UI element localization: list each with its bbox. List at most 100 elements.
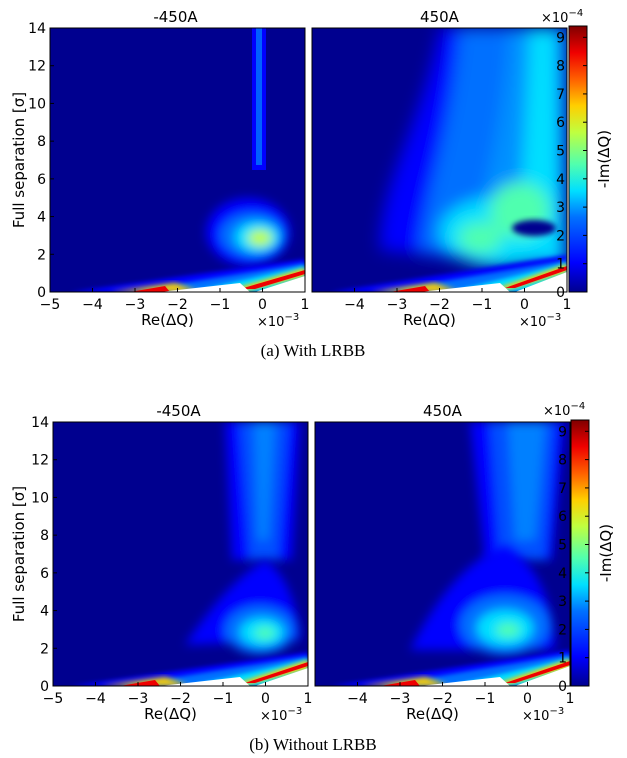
x-tick-label: −5 [43,691,64,707]
colorbar-tick-label: 3 [556,200,565,216]
x-tick-label: −1 [472,297,493,313]
tail-band [50,259,305,292]
y-axis-label: Full separation [σ] [10,92,28,228]
colorbar-tick-label: 9 [556,30,565,46]
x-tick-label: −4 [344,297,365,313]
colorbar [568,25,588,293]
x-exponent: ×10−3 [257,312,299,330]
colorbar-label: -Im(ΔQ) [597,524,615,582]
y-tick-label: 8 [37,134,46,150]
x-tick-label: −1 [213,691,234,707]
y-tick-label: 10 [28,96,46,112]
x-tick-label: 1 [301,297,310,313]
colorbar-tick-label: 6 [558,509,567,525]
x-exponent: ×10−3 [260,706,302,724]
x-tick-label: −3 [125,297,146,313]
x-exponent-power: −3 [549,706,564,717]
y-tick-label: 4 [37,210,46,226]
colorbar-tick-label: 3 [558,594,567,610]
plume [380,28,567,270]
x-exponent-base: ×10 [260,709,287,724]
x-axis-label: Re(ΔQ) [141,311,194,329]
x-tick-label: 1 [566,691,575,707]
colorbar-tick-label: 2 [556,228,565,244]
x-exponent-power: −3 [546,312,561,323]
x-tick-label: −2 [432,691,453,707]
colorbar-tick-label: 4 [558,566,567,582]
gap [512,220,556,236]
panel-title: -450A [153,8,198,26]
y-tick-label: 10 [31,490,49,506]
colorbar-tick-label: 8 [556,59,565,75]
x-tick-label: 0 [520,297,529,313]
y-tick-label: 2 [40,641,49,657]
x-tick-label: −3 [128,691,149,707]
colorbar-tick-label: 9 [558,424,567,440]
y-tick-label: 14 [28,21,46,37]
x-exponent: ×10−3 [519,312,561,330]
colorbar-tick-label: 1 [558,651,567,667]
colorbar-tick-label: 5 [556,144,565,160]
x-tick-label: −2 [167,297,188,313]
colorbar-exponent: ×10−4 [543,401,585,419]
colorbar-tick-label: 6 [556,115,565,131]
panel-a-left [50,28,305,292]
colorbar-tick-label: 0 [556,285,565,301]
column [225,422,300,560]
core-blob [206,198,290,266]
y-axis-label: Full separation [σ] [10,486,28,622]
colorbar-tick-label: 7 [556,87,565,103]
x-tick-label: 0 [523,691,532,707]
colorbar-exponent: ×10−4 [541,8,583,26]
x-tick-label: −3 [390,691,411,707]
figure-caption: (b) Without LRBB [249,735,376,754]
figure-caption: (a) With LRBB [261,341,366,360]
y-tick-label: 2 [37,247,46,263]
x-axis-label: Re(ΔQ) [403,311,456,329]
colorbar-tick-label: 7 [558,481,567,497]
x-tick-label: 1 [304,691,313,707]
x-exponent: ×10−3 [522,706,564,724]
x-tick-label: −3 [387,297,408,313]
panel-title: -450A [156,402,201,420]
colorbar [570,419,590,687]
x-exponent-power: −3 [284,312,299,323]
column [470,422,565,560]
colorbar-exponent-power: −4 [568,8,583,19]
panel-b-right [315,422,570,686]
figure-b [52,419,590,687]
y-tick-label: 14 [31,415,49,431]
x-tick-label: −1 [475,691,496,707]
colorbar-tick-label: 4 [556,172,565,188]
colorbar-tick-label: 5 [558,538,567,554]
x-exponent-base: ×10 [522,709,549,724]
colorbar-exponent-power: −4 [570,401,585,412]
x-exponent-power: −3 [287,706,302,717]
x-tick-label: −4 [82,297,103,313]
panel-title: 450A [423,402,463,420]
core-blob [185,560,300,654]
core-blob [410,545,555,655]
x-tick-label: −4 [347,691,368,707]
colorbar-tick-label: 1 [556,257,565,273]
panel-a-right [312,28,567,292]
x-tick-label: 0 [261,691,270,707]
y-tick-label: 4 [40,604,49,620]
tail-band [312,255,567,292]
tail-band [315,650,570,686]
y-tick-label: 12 [28,59,46,75]
tail-band [53,652,308,686]
column-inner [256,28,262,165]
figure-a [49,25,588,293]
y-tick-label: 12 [31,453,49,469]
colorbar-exponent-base: ×10 [541,11,568,26]
y-tick-label: 6 [37,172,46,188]
panel-b-left [53,422,308,686]
x-tick-label: −1 [210,297,231,313]
x-axis-label: Re(ΔQ) [406,705,459,723]
x-tick-label: −2 [170,691,191,707]
x-axis-label: Re(ΔQ) [144,705,197,723]
colorbar-label: -Im(ΔQ) [595,130,613,188]
